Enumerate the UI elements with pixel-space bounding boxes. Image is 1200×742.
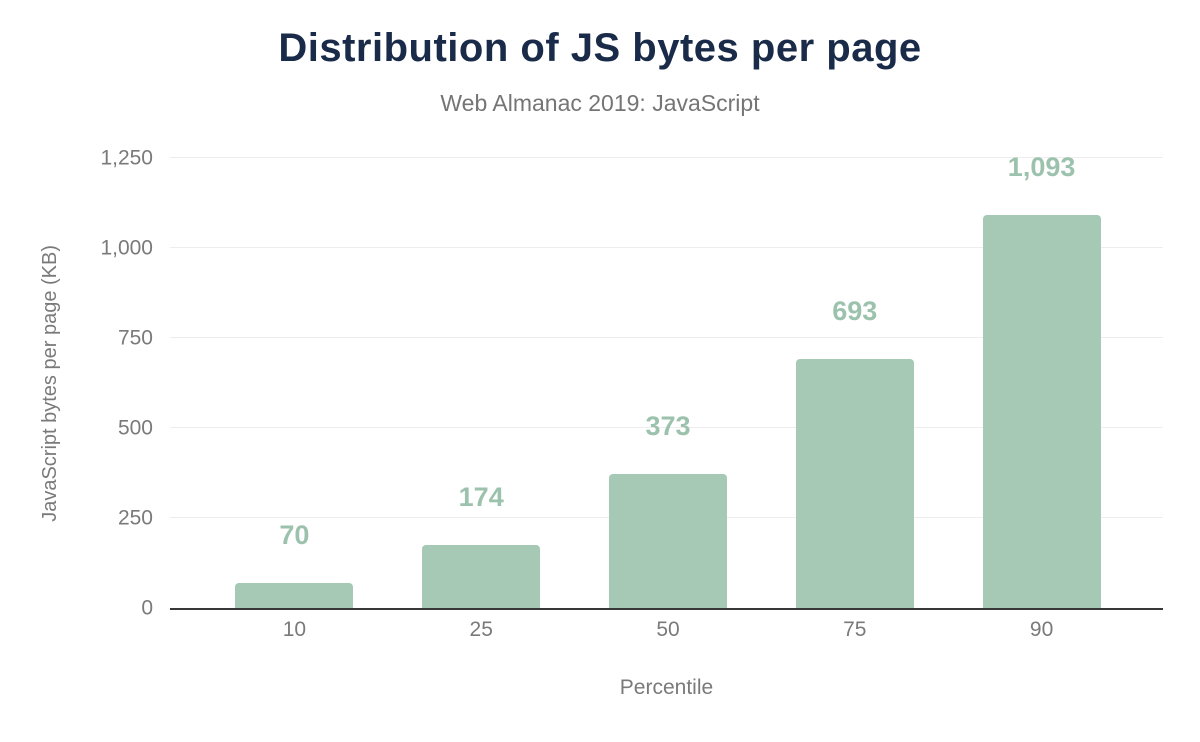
y-tick-label: 750 bbox=[117, 326, 153, 350]
x-tick-label: 25 bbox=[469, 618, 493, 641]
plot-area: 70 174 373 693 1,093 bbox=[170, 153, 1163, 610]
bar-slot: 693 bbox=[761, 98, 948, 608]
bar bbox=[608, 473, 727, 608]
y-tick-label: 1,250 bbox=[100, 146, 153, 170]
chart-subtitle: Web Almanac 2019: JavaScript bbox=[440, 90, 760, 116]
bar bbox=[422, 545, 541, 608]
y-tick-label: 250 bbox=[117, 506, 153, 530]
bar-value-label: 174 bbox=[458, 482, 504, 513]
gridline bbox=[170, 427, 1163, 428]
x-tick-label: 10 bbox=[282, 618, 307, 641]
bar bbox=[235, 582, 354, 608]
y-tick-label: 1,000 bbox=[100, 236, 153, 260]
x-axis-title: Percentile bbox=[619, 676, 714, 699]
gridline bbox=[170, 337, 1163, 338]
x-tick-label: 75 bbox=[843, 618, 867, 641]
bar-value-label: 70 bbox=[279, 519, 310, 550]
x-axis-tick-labels: 10 25 50 75 90 bbox=[201, 618, 1135, 642]
gridline bbox=[170, 247, 1163, 248]
bar-slot: 1,093 bbox=[948, 98, 1135, 608]
y-tick-label: 500 bbox=[117, 416, 153, 440]
x-tick-label: 50 bbox=[656, 618, 680, 641]
bar-value-label: 693 bbox=[832, 295, 878, 326]
bar-slot: 70 bbox=[201, 98, 388, 608]
bar-slot: 174 bbox=[388, 98, 575, 608]
chart-title: Distribution of JS bytes per page bbox=[278, 26, 922, 70]
x-tick-label: 90 bbox=[1029, 618, 1054, 641]
bar-slot: 373 bbox=[575, 98, 762, 608]
bar bbox=[982, 214, 1101, 608]
bar-series: 70 174 373 693 1,093 bbox=[201, 98, 1135, 608]
y-tick-label: 0 bbox=[141, 596, 153, 620]
gridline bbox=[170, 157, 1163, 158]
bar-value-label: 1,093 bbox=[1007, 151, 1076, 182]
bar bbox=[795, 358, 914, 608]
bar-value-label: 373 bbox=[645, 410, 691, 441]
y-axis-tick-labels: 0 250 500 750 1,000 1,250 bbox=[0, 148, 153, 619]
